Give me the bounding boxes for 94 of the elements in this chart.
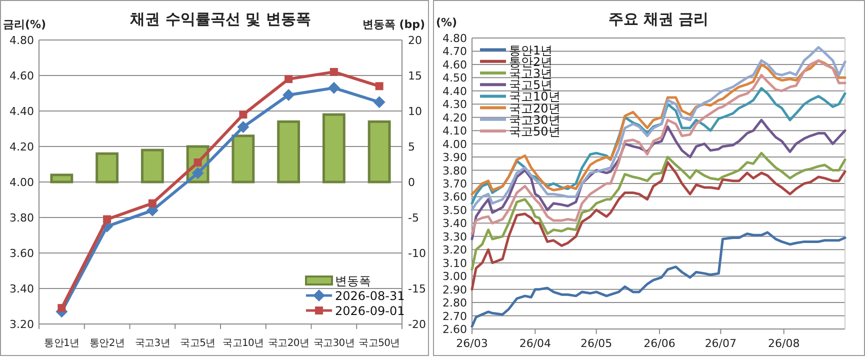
legend-label: 2026-08-31 xyxy=(335,289,405,303)
chart-title: 주요 채권 금리 xyxy=(608,10,709,28)
y-tick-label: 4.00 xyxy=(442,138,467,151)
x-tick-label: 26/06 xyxy=(644,337,676,350)
x-tick-label: 국고30년 xyxy=(313,338,355,349)
x-tick-label: 국고50년 xyxy=(358,338,400,349)
legend-label: 통안1년 xyxy=(509,43,553,58)
y-tick-label: 4.60 xyxy=(442,58,467,72)
x-tick-label: 26/03 xyxy=(456,337,488,350)
y-tick-label: 3.80 xyxy=(442,164,467,178)
y-tick-label: 3.30 xyxy=(442,230,467,244)
y-tick-label: 3.70 xyxy=(442,178,467,190)
y-tick-label: 3.60 xyxy=(442,190,467,204)
y-tick-label: 4.30 xyxy=(442,98,467,112)
x-tick-label: 통안2년 xyxy=(89,338,125,349)
point xyxy=(373,96,386,108)
y2-tick-label: -15 xyxy=(408,282,426,296)
point xyxy=(58,304,66,312)
x-tick-label: 통안1년 xyxy=(44,338,80,349)
point xyxy=(282,89,295,102)
y2-tick-label: -20 xyxy=(408,318,426,331)
x-tick-label: 26/07 xyxy=(704,337,737,350)
y-tick-label: 3.90 xyxy=(442,151,467,164)
legend-label: 국고5년 xyxy=(509,78,553,92)
legend-label: 국고50년 xyxy=(509,124,560,138)
y-tick-label: 3.60 xyxy=(10,247,34,260)
y-tick-label: 4.40 xyxy=(10,105,34,118)
point xyxy=(328,82,340,94)
y2-tick-label: 5 xyxy=(408,140,415,154)
y-tick-label: 4.80 xyxy=(10,34,34,47)
x-tick-label: 국고20년 xyxy=(268,338,310,349)
point xyxy=(237,120,250,133)
y-tick-label: 4.20 xyxy=(442,111,467,124)
chart-title: 채권 수익률곡선 및 변동폭 xyxy=(129,10,311,28)
bar xyxy=(50,174,74,184)
point xyxy=(239,110,248,119)
line-series xyxy=(470,46,846,212)
point xyxy=(192,167,204,180)
point xyxy=(375,82,384,90)
line-series xyxy=(470,59,846,236)
point xyxy=(194,158,202,166)
y-tick-label: 4.60 xyxy=(10,70,34,82)
x-tick-label: 26/04 xyxy=(519,337,552,350)
y-tick-label: 2.90 xyxy=(442,283,467,296)
bar xyxy=(322,113,346,184)
y-tick-label: 3.20 xyxy=(442,244,467,257)
legend-label: 변동폭 xyxy=(335,274,371,288)
y2-tick-label: 0 xyxy=(408,176,415,189)
y-tick-label: 3.00 xyxy=(442,270,467,284)
y2-tick-label: 10 xyxy=(408,105,422,118)
y2-tick-label: 15 xyxy=(408,70,422,82)
y-tick-label: 3.50 xyxy=(442,204,467,217)
y-tick-label: 3.80 xyxy=(10,212,34,224)
y-tick-label: 4.80 xyxy=(442,32,467,45)
y-tick-label: 3.40 xyxy=(442,217,467,230)
y-axis-title: (%) xyxy=(436,16,458,29)
x-tick-label: 국고10년 xyxy=(222,338,264,349)
y-tick-label: 2.80 xyxy=(442,296,467,310)
y-tick-label: 2.60 xyxy=(442,323,467,336)
legend-label: 국고10년 xyxy=(509,90,560,104)
y2-tick-label: -5 xyxy=(408,212,419,224)
point xyxy=(148,199,156,208)
y2-axis-title: 변동폭 (bp) xyxy=(362,18,425,31)
y-tick-label: 4.10 xyxy=(442,124,467,138)
x-tick-label: 국고3년 xyxy=(134,338,170,349)
y-tick-label: 4.20 xyxy=(10,140,34,154)
line-series xyxy=(470,152,846,271)
point xyxy=(330,68,338,76)
y-tick-label: 4.00 xyxy=(10,176,34,189)
x-tick-label: 국고5년 xyxy=(180,338,216,349)
bar xyxy=(368,120,391,184)
legend-label: 국고3년 xyxy=(509,66,553,80)
y-axis-title: 금리(%) xyxy=(3,18,46,31)
y2-tick-label: 20 xyxy=(408,34,422,47)
y-tick-label: 3.10 xyxy=(442,256,467,270)
bar xyxy=(140,148,164,184)
legend-label: 국고20년 xyxy=(509,101,560,116)
line-series xyxy=(470,231,846,328)
y-tick-label: 4.50 xyxy=(442,72,467,85)
x-tick-label: 26/05 xyxy=(580,337,612,350)
line-series xyxy=(470,161,846,291)
x-tick-label: 26/08 xyxy=(768,337,800,350)
point xyxy=(284,75,293,84)
point xyxy=(103,215,112,224)
y-tick-label: 3.20 xyxy=(10,318,34,331)
y-tick-label: 3.40 xyxy=(10,282,34,296)
y-tick-label: 4.40 xyxy=(442,84,467,98)
legend-label: 2026-09-01 xyxy=(335,304,405,318)
y-tick-label: 4.70 xyxy=(442,45,467,58)
bar xyxy=(232,134,255,184)
bar xyxy=(277,120,300,184)
bar xyxy=(96,152,119,184)
y2-tick-label: -10 xyxy=(408,247,426,260)
y-tick-label: 2.70 xyxy=(442,310,467,323)
